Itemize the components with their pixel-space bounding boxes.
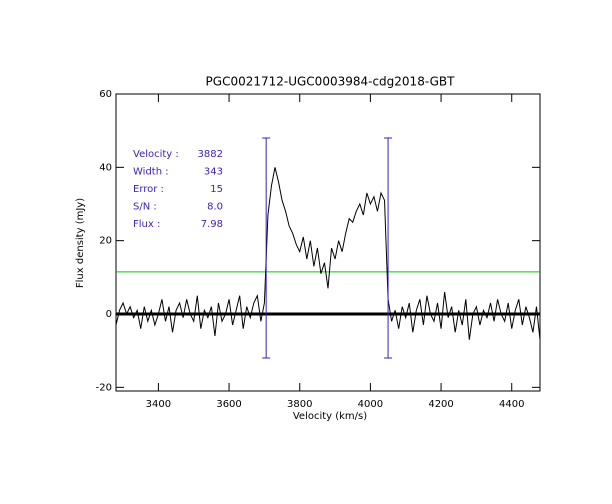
x-tick-label: 4000	[358, 399, 383, 410]
stat-label: Error :	[133, 184, 164, 195]
x-tick-label: 3600	[216, 399, 241, 410]
y-tick-label: 20	[99, 236, 112, 247]
y-tick-label: 40	[99, 162, 112, 173]
stat-label: Width :	[133, 167, 169, 178]
stat-value: 15	[210, 184, 223, 195]
plot-frame	[115, 93, 541, 392]
stat-value: 8.0	[207, 202, 223, 213]
y-axis-label: Flux density (mJy)	[75, 198, 86, 288]
stat-value: 343	[204, 167, 223, 178]
spectrum-line	[115, 167, 541, 340]
stat-label: Velocity :	[133, 149, 179, 160]
x-tick-label: 4400	[499, 399, 524, 410]
x-axis-label: Velocity (km/s)	[293, 411, 367, 422]
x-tick-label: 3800	[287, 399, 312, 410]
y-tick-label: 0	[106, 309, 112, 320]
stat-value: 7.98	[201, 219, 223, 230]
x-tick-label: 4200	[428, 399, 453, 410]
chart-title: PGC0021712-UGC0003984-cdg2018-GBT	[206, 75, 456, 89]
stat-label: S/N :	[133, 202, 157, 213]
y-tick-label: 60	[99, 89, 112, 100]
y-tick-label: -20	[96, 382, 112, 393]
stat-value: 3882	[198, 149, 223, 160]
stat-label: Flux :	[133, 219, 160, 230]
x-tick-label: 3400	[146, 399, 171, 410]
